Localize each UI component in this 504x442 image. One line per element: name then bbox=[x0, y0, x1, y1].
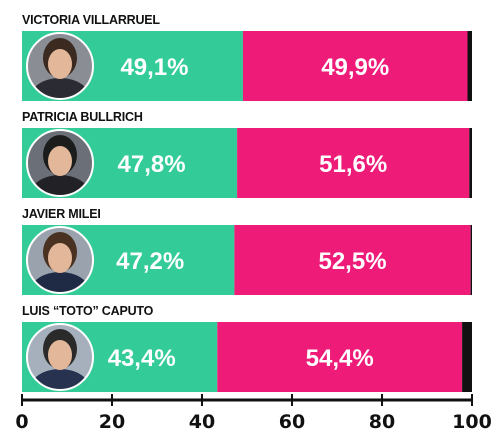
portrait-photo-icon bbox=[27, 33, 93, 99]
data-label-series-2: 49,9% bbox=[321, 54, 389, 81]
portrait-face bbox=[48, 340, 72, 370]
category-label: JAVIER MILEI bbox=[22, 207, 101, 221]
data-label-series-2: 52,5% bbox=[318, 248, 386, 275]
portrait-face bbox=[48, 49, 72, 79]
category-label: VICTORIA VILLARRUEL bbox=[22, 13, 160, 27]
bar-segment-series-3 bbox=[462, 322, 472, 392]
portrait-face bbox=[48, 243, 72, 273]
bar-segment-series-2 bbox=[237, 128, 470, 198]
portrait-photo-icon bbox=[27, 227, 93, 293]
portrait-photo-icon bbox=[27, 324, 93, 390]
category-label: LUIS “TOTO” CAPUTO bbox=[22, 304, 154, 318]
portrait-frame bbox=[26, 226, 94, 294]
data-label-series-2: 54,4% bbox=[306, 345, 374, 372]
x-tick-label: 0 bbox=[15, 411, 28, 433]
x-tick-label: 80 bbox=[369, 411, 395, 433]
x-tick-label: 40 bbox=[189, 411, 215, 433]
data-label-series-2: 51,6% bbox=[319, 151, 387, 178]
portrait-face bbox=[48, 146, 72, 176]
portrait-photo-icon bbox=[27, 130, 93, 196]
portrait-frame bbox=[26, 32, 94, 100]
bar-segment-series-3 bbox=[467, 31, 472, 101]
bar-segment-series-3 bbox=[470, 225, 472, 295]
data-label-series-1: 43,4% bbox=[108, 345, 176, 372]
portrait-frame bbox=[26, 129, 94, 197]
bar-segment-series-2 bbox=[234, 225, 471, 295]
x-tick-label: 60 bbox=[279, 411, 305, 433]
data-label-series-1: 47,8% bbox=[118, 151, 186, 178]
data-label-series-1: 47,2% bbox=[116, 248, 184, 275]
x-tick-label: 20 bbox=[99, 411, 125, 433]
bar-segment-series-2 bbox=[242, 31, 468, 101]
bar-segment-series-3 bbox=[469, 128, 472, 198]
portrait-frame bbox=[26, 323, 94, 391]
x-tick-label: 100 bbox=[452, 411, 492, 433]
data-label-series-1: 49,1% bbox=[120, 54, 188, 81]
category-label: PATRICIA BULLRICH bbox=[22, 110, 143, 124]
bar-segment-series-2 bbox=[217, 322, 463, 392]
